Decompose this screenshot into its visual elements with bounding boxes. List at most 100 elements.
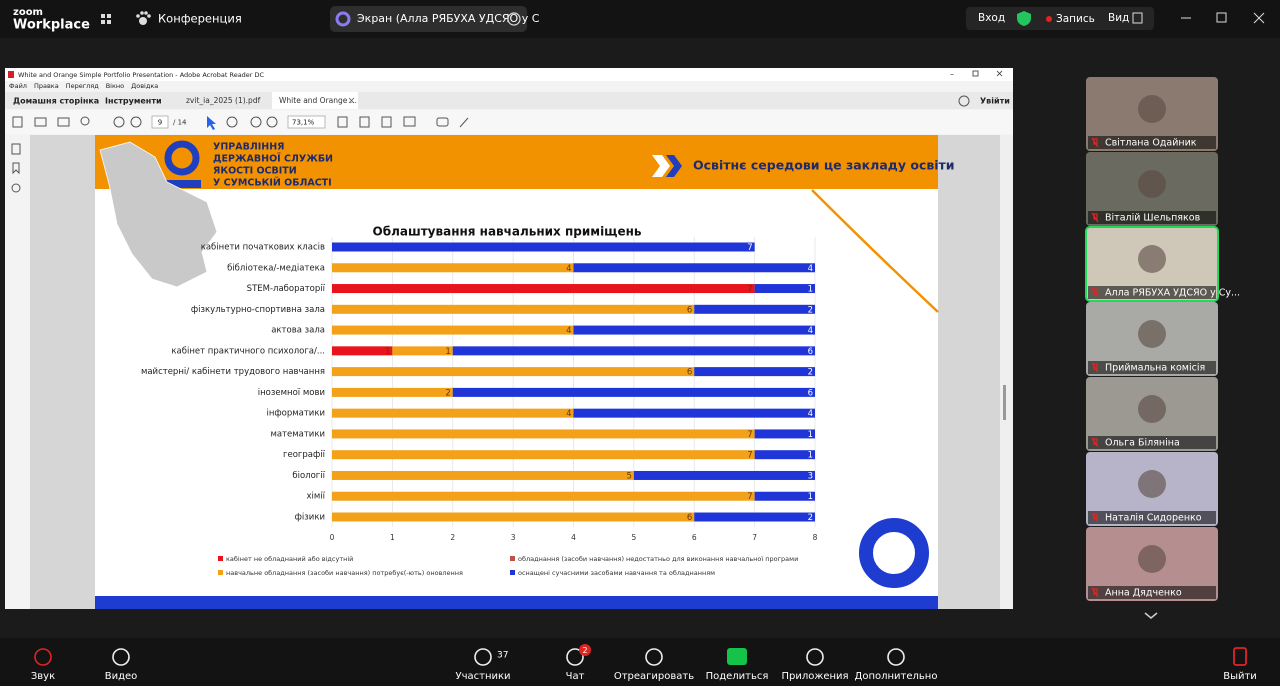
category-label: математики — [270, 429, 325, 439]
acro-close[interactable] — [996, 70, 1003, 77]
bar-segment — [332, 284, 755, 294]
menu-item[interactable]: Правка — [34, 82, 59, 90]
data-label: 7 — [747, 451, 752, 461]
tool-label[interactable]: Дополнительно — [855, 671, 938, 682]
category-label: кабінет практичного психолога/... — [171, 346, 325, 356]
tool-label[interactable]: Участники — [455, 671, 510, 682]
scroll-down[interactable] — [1144, 612, 1158, 619]
grid-icon[interactable] — [101, 14, 111, 24]
share-icon — [335, 11, 351, 27]
category-label: фізкультурно-спортивна зала — [191, 305, 325, 315]
tool-icon — [806, 648, 824, 666]
data-label: 7 — [747, 243, 752, 253]
toolbar-icons[interactable] — [12, 116, 469, 128]
tool-label[interactable]: Чат — [566, 671, 585, 682]
org-line: ЯКОСТІ ОСВІТИ — [213, 166, 297, 177]
acrobat-titlebar — [5, 68, 1013, 81]
menu-item[interactable]: Вікно — [106, 82, 124, 90]
region-map — [99, 141, 218, 288]
tool-label[interactable]: Выйти — [1223, 671, 1257, 682]
page-count: / 14 — [173, 119, 187, 127]
bar-segment — [332, 491, 755, 501]
tab-close[interactable] — [348, 97, 355, 104]
data-label: 4 — [566, 326, 571, 336]
bar-segment — [573, 325, 815, 335]
data-label: 1 — [808, 451, 813, 461]
zoom-input[interactable] — [287, 115, 326, 129]
data-label: 2 — [808, 513, 813, 523]
avatar — [1138, 95, 1166, 123]
x-tick-label: 4 — [571, 533, 576, 542]
data-label: 4 — [808, 264, 813, 274]
category-label: географії — [283, 450, 326, 460]
record-dot — [1046, 16, 1052, 22]
scroll-thumb[interactable] — [1003, 385, 1006, 420]
share-label: Экран (Алла РЯБУХА УДСЯО у С — [357, 12, 540, 25]
menu-item[interactable]: Файл — [9, 82, 27, 90]
restore[interactable] — [1216, 12, 1227, 23]
tab[interactable]: Інструменти — [105, 97, 162, 106]
avatar — [1138, 395, 1166, 423]
help-icon[interactable] — [958, 95, 970, 107]
active-tab[interactable] — [272, 92, 358, 109]
org-line: У СУМСЬКІЙ ОБЛАСТІ — [213, 177, 332, 189]
bar-segment — [332, 367, 695, 377]
hand-tool[interactable] — [226, 116, 238, 128]
meeting-name[interactable]: Конференция — [158, 12, 242, 26]
legend-swatch — [218, 556, 223, 561]
bar-segment — [332, 512, 695, 522]
page-input[interactable] — [151, 115, 169, 129]
menu-item[interactable]: Довідка — [131, 82, 158, 90]
category-label: актова зала — [271, 326, 325, 336]
mic-muted — [1091, 212, 1099, 223]
view[interactable]: Вид — [1108, 12, 1129, 24]
tool-label[interactable]: Поделиться — [706, 671, 769, 682]
bar-segment — [694, 512, 815, 522]
participant-name: Приймальна комісія — [1105, 363, 1205, 374]
acro-signin[interactable]: Увійти — [980, 96, 1010, 106]
x-tick-label: 6 — [692, 533, 697, 542]
bar-segment — [332, 325, 574, 335]
tool-label[interactable]: Отреагировать — [614, 671, 694, 682]
mic-muted — [1091, 512, 1099, 523]
tab-bar — [5, 92, 1013, 109]
acro-restore[interactable] — [972, 70, 979, 77]
tool-label[interactable]: Видео — [105, 671, 138, 682]
close[interactable] — [1253, 12, 1265, 24]
bar-segment — [754, 284, 815, 294]
x-tick-label: 2 — [450, 533, 455, 542]
side-icons[interactable] — [11, 143, 21, 193]
data-label: 1 — [445, 347, 450, 357]
bar-segment — [332, 346, 393, 356]
menu-item[interactable]: Перегляд — [66, 82, 99, 90]
record[interactable]: Запись — [1056, 13, 1095, 25]
tool-icon — [1233, 647, 1247, 666]
logo: zoom — [13, 7, 43, 18]
bar-segment — [754, 491, 815, 501]
tool-label[interactable]: Звук — [31, 671, 55, 682]
avatar — [1138, 170, 1166, 198]
tool-icon — [566, 648, 584, 666]
slide-footer — [95, 596, 938, 609]
x-tick-label: 5 — [631, 533, 636, 542]
share-pill[interactable] — [330, 6, 527, 32]
more-icon[interactable] — [507, 12, 521, 26]
acro-minimize[interactable]: – — [950, 70, 954, 79]
bar-segment — [754, 450, 815, 460]
select-tool[interactable] — [207, 116, 216, 130]
chat-badge — [579, 644, 591, 656]
bar-segment — [332, 408, 574, 418]
tab[interactable]: White and Orange ... — [279, 96, 357, 105]
name-backdrop — [1088, 436, 1216, 449]
tab[interactable]: Домашня сторінка — [13, 96, 99, 106]
name-backdrop — [1088, 211, 1216, 224]
tab[interactable]: zvit_ia_2025 (1).pdf — [186, 96, 261, 105]
tool-label[interactable]: Приложения — [781, 671, 848, 682]
bottom-bar — [0, 638, 1280, 686]
chart: 0 1 2 3 4 5 6 7 8 кабінети початкових класів 7 бібл… — [141, 237, 818, 577]
name-backdrop — [1088, 586, 1216, 599]
signin[interactable]: Вход — [978, 12, 1005, 24]
x-tick-label: 1 — [390, 533, 395, 542]
chevron — [666, 155, 682, 177]
